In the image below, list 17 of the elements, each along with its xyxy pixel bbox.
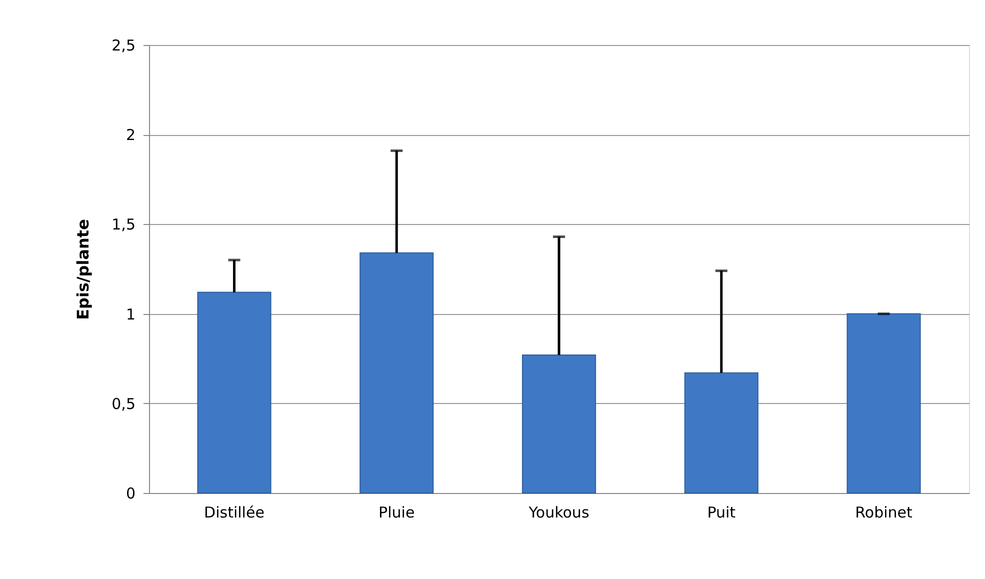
x-tick-label: Robinet (855, 504, 912, 522)
y-tick-label: 2 (126, 126, 136, 144)
y-tick-label: 0 (126, 484, 136, 502)
x-tick-label: Youkous (528, 504, 590, 522)
y-tick-label: 1,5 (112, 216, 136, 234)
bar (684, 372, 758, 494)
x-tick-label: Distillée (204, 504, 264, 522)
y-tick-label: 0,5 (112, 394, 136, 413)
y-axis-title: Epis/plante (74, 218, 93, 320)
x-tick-label: Pluie (378, 504, 415, 522)
bar (197, 292, 272, 494)
bar (846, 313, 921, 494)
bar (360, 252, 434, 494)
y-tick-label: 1 (126, 305, 136, 324)
x-tick-label: Puit (707, 504, 736, 522)
bar (522, 354, 596, 494)
y-tick-label: 2,5 (112, 36, 136, 54)
